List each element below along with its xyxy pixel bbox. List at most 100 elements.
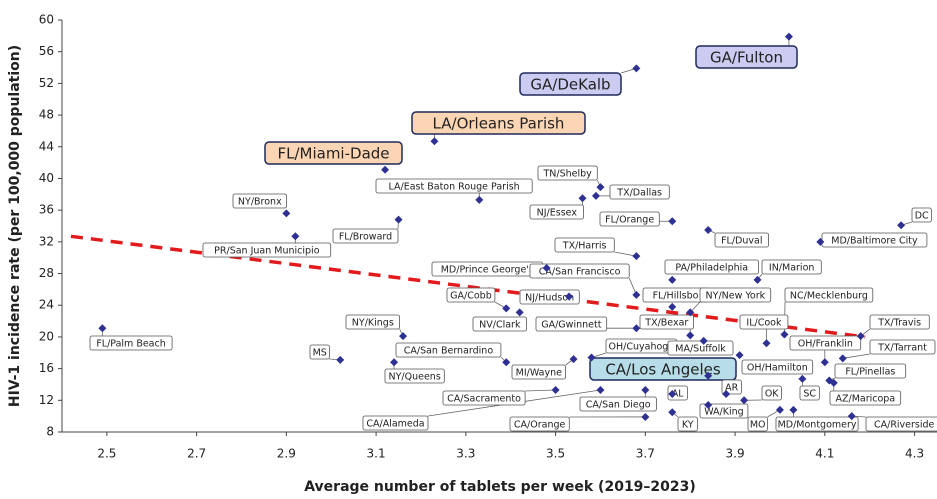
- point: [775, 405, 784, 414]
- label-box: [511, 364, 566, 380]
- label-box: [699, 287, 772, 303]
- x-tick-label: 3.9: [726, 447, 745, 461]
- label-text: OH/Hamilton: [747, 363, 808, 374]
- point-label: CA/San Diego: [579, 396, 657, 412]
- point: [632, 324, 641, 333]
- label-box: [784, 287, 874, 303]
- label-box: [232, 193, 287, 209]
- x-axis-title: Average number of tablets per week (2019…: [304, 479, 696, 495]
- point: [699, 336, 708, 345]
- point: [632, 252, 641, 261]
- point-label: MD/Prince George's: [431, 261, 543, 277]
- label-box: [639, 314, 694, 330]
- label-text: CA/Sacramento: [447, 394, 521, 405]
- point-label: IL/Cook: [739, 314, 789, 330]
- label-text: WA/King: [704, 407, 744, 418]
- label-box: [695, 45, 798, 69]
- point: [762, 339, 771, 348]
- label-box: [829, 390, 902, 406]
- label-box: [739, 314, 789, 330]
- point-label: CA/Riverside: [865, 416, 937, 432]
- point: [829, 378, 838, 387]
- label-text: CA/Alameda: [366, 419, 424, 430]
- label-text: CA/San Diego: [586, 400, 651, 411]
- point: [798, 374, 807, 383]
- point: [897, 221, 906, 230]
- point: [565, 292, 574, 301]
- y-tick-label: 12: [39, 393, 54, 407]
- label-box: [375, 178, 533, 194]
- label-text: MS: [313, 348, 327, 359]
- point-label: TX/Travis: [869, 314, 930, 330]
- point-label: AZ/Maricopa: [829, 390, 902, 406]
- label-text: NY/Kings: [352, 318, 394, 329]
- point-label: NJ/Essex: [529, 204, 584, 220]
- label-box: [446, 287, 496, 303]
- point: [502, 358, 511, 367]
- label-box: [911, 207, 932, 223]
- label-text: NY/Queens: [389, 372, 441, 383]
- point: [515, 308, 524, 317]
- label-text: TN/Shelby: [542, 169, 592, 180]
- label-box: [599, 211, 660, 227]
- point: [838, 354, 847, 363]
- point: [704, 225, 713, 234]
- point: [430, 137, 439, 146]
- leader-line: [614, 251, 637, 257]
- y-tick-label: 8: [46, 425, 54, 439]
- label-text: KY: [682, 420, 694, 431]
- point-label: SC: [799, 385, 820, 401]
- point: [587, 353, 596, 362]
- point: [668, 275, 677, 284]
- label-text: MA/Suffolk: [675, 344, 726, 355]
- point-label: IN/Marion: [761, 259, 822, 275]
- point-label: MD/Baltimore City: [821, 232, 928, 248]
- point-label: LA/East Baton Rouge Parish: [375, 178, 533, 194]
- point: [390, 358, 399, 367]
- label-text: AR: [725, 383, 738, 394]
- leader-line: [842, 353, 871, 359]
- label-text: PR/San Juan Municipio: [214, 246, 320, 257]
- label-box: [89, 335, 173, 351]
- label-box: [554, 237, 615, 253]
- highlight-label: FL/Miami-Dade: [264, 141, 403, 165]
- label-box: [345, 314, 400, 330]
- label-text: TX/Tarrant: [877, 343, 927, 354]
- x-tick-label: 2.9: [277, 447, 296, 461]
- highlight-label: GA/DeKalb: [519, 72, 622, 96]
- label-box: [589, 357, 737, 381]
- label-text: TX/Dallas: [616, 188, 662, 199]
- label-box: [741, 359, 814, 375]
- label-text: MD/Baltimore City: [831, 236, 918, 247]
- point-label: FL/Hillsbo: [642, 287, 709, 303]
- label-text: TX/Harris: [562, 241, 607, 252]
- point-label: WA/King: [699, 403, 749, 419]
- label-text: TX/Travis: [877, 318, 921, 329]
- point: [735, 351, 744, 360]
- point: [789, 405, 798, 414]
- point-label: CA/San Bernardino: [395, 342, 502, 358]
- point: [381, 165, 390, 174]
- point: [641, 386, 650, 395]
- point-label: DC: [911, 207, 932, 223]
- y-tick-label: 40: [39, 171, 54, 185]
- point-label: MI/Wayne: [511, 364, 566, 380]
- label-box: [472, 316, 527, 332]
- x-tick-label: 4.3: [905, 447, 924, 461]
- label-text: NJ/Essex: [537, 208, 578, 219]
- point-label: GA/Gwinnett: [535, 316, 608, 332]
- point: [569, 355, 578, 364]
- label-text: CA/Riverside: [874, 420, 935, 431]
- point-label: PA/Philadelphia: [664, 259, 759, 275]
- point-label: MO: [747, 416, 768, 432]
- label-box: [799, 385, 820, 401]
- label-box: [664, 259, 759, 275]
- label-box: [609, 184, 670, 200]
- label-text: CA/San Bernardino: [404, 346, 494, 357]
- label-text: NJ/Hudson: [525, 293, 574, 304]
- label-text: PA/Philadelphia: [675, 263, 748, 274]
- point: [336, 355, 345, 364]
- label-text: OH/Franklin: [798, 339, 853, 350]
- y-tick-label: 28: [39, 266, 54, 280]
- label-box: [519, 72, 622, 96]
